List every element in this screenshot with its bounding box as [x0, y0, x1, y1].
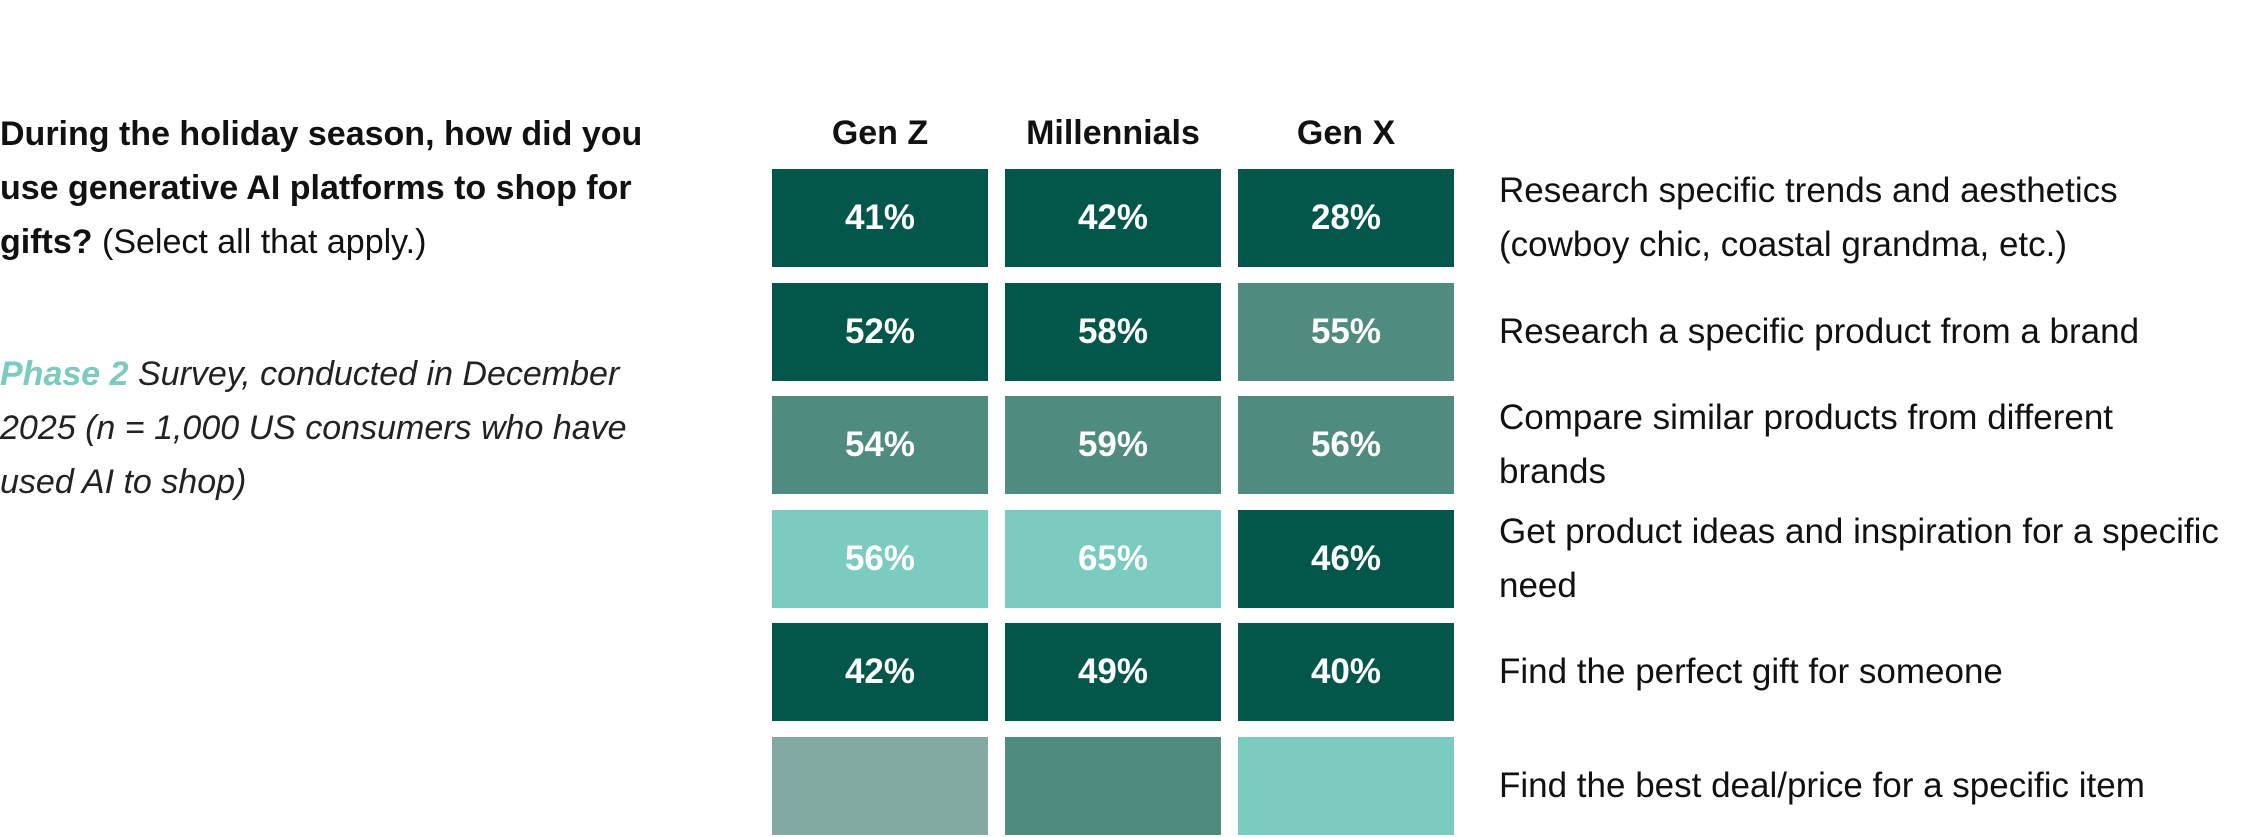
heatmap-cell: 42%	[1005, 169, 1221, 267]
heatmap-cell: 40%	[1238, 623, 1454, 721]
heatmap-cell: 41%	[772, 169, 988, 267]
row-label: Find the perfect gift for someone	[1499, 652, 2003, 691]
column-header: Gen X	[1296, 114, 1396, 152]
heatmap-cell: 56%	[1238, 396, 1454, 494]
row-label: Research specific trends and aesthetics …	[1499, 171, 2118, 264]
heatmap-cell: 28%	[1238, 169, 1454, 267]
heatmap-cell: 58%	[1005, 282, 1221, 381]
heatmap-cell: 54%	[772, 396, 988, 494]
column-header: Millennials	[1026, 114, 1200, 152]
heatmap-cell: 55%	[1238, 282, 1454, 381]
heatmap-cell: 46%	[1238, 509, 1454, 608]
heatmap-cell: 56%	[772, 509, 988, 608]
row-label: Compare similar products from different …	[1499, 398, 2114, 491]
heatmap-cell: 65%	[1005, 509, 1221, 608]
heatmap-cell	[772, 736, 988, 835]
row-label: Find the best deal/price for a specific …	[1499, 765, 2145, 805]
title-note: (Select all that apply.)	[102, 223, 427, 261]
heatmap-cell: 49%	[1005, 623, 1221, 721]
heatmap-cell: 52%	[772, 282, 988, 381]
title: During the holiday season, how did you u…	[0, 115, 643, 261]
column-header: Gen Z	[831, 114, 929, 152]
subtitle: Survey, conducted in December 2025 (n = …	[0, 355, 627, 501]
subtitle-highlight: Phase 2	[0, 355, 129, 393]
row-label: Research a specific product from a brand	[1499, 311, 2140, 351]
question: During the holiday season, how did you u…	[0, 107, 700, 269]
heatmap-cell	[1238, 736, 1454, 835]
heatmap-cell: 59%	[1005, 396, 1221, 494]
row-label: Get product ideas and inspiration for a …	[1499, 511, 2219, 605]
subtitle-block: Phase 2 Survey, conducted in December 20…	[0, 347, 700, 509]
heatmap-cell	[1005, 736, 1221, 835]
heatmap-cell: 42%	[772, 623, 988, 721]
